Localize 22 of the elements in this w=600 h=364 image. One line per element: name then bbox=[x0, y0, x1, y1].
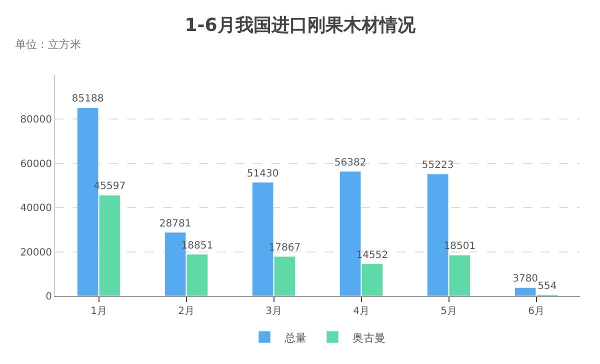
y-tick-label: 0 bbox=[46, 292, 52, 302]
data-label: 55223 bbox=[422, 160, 454, 171]
data-label: 56382 bbox=[334, 157, 366, 168]
y-tick-label: 40000 bbox=[20, 203, 52, 214]
data-label: 85188 bbox=[72, 94, 104, 105]
data-label: 28781 bbox=[159, 218, 192, 230]
data-label: 554 bbox=[538, 280, 557, 292]
y-tick-label: 20000 bbox=[20, 247, 52, 258]
chart-title: 1-6月我国进口刚果木材情况 bbox=[184, 14, 416, 36]
x-tick-label: 5月 bbox=[440, 306, 457, 317]
legend-label: 奥古曼 bbox=[352, 331, 386, 344]
y-tick-label: 80000 bbox=[20, 114, 52, 126]
x-tick-label: 6月 bbox=[528, 306, 544, 317]
y-tick-label: 60000 bbox=[20, 158, 52, 170]
x-tick-label: 2月 bbox=[178, 306, 194, 317]
data-label: 3780 bbox=[512, 274, 538, 285]
data-label: 51430 bbox=[246, 168, 279, 180]
legend-label: 总量 bbox=[284, 331, 306, 344]
x-tick-label: 1月 bbox=[90, 306, 107, 317]
y-axis-title: 单位：立方米 bbox=[15, 38, 81, 51]
x-tick-label: 3月 bbox=[266, 306, 282, 317]
x-tick-label: 4月 bbox=[353, 306, 370, 317]
